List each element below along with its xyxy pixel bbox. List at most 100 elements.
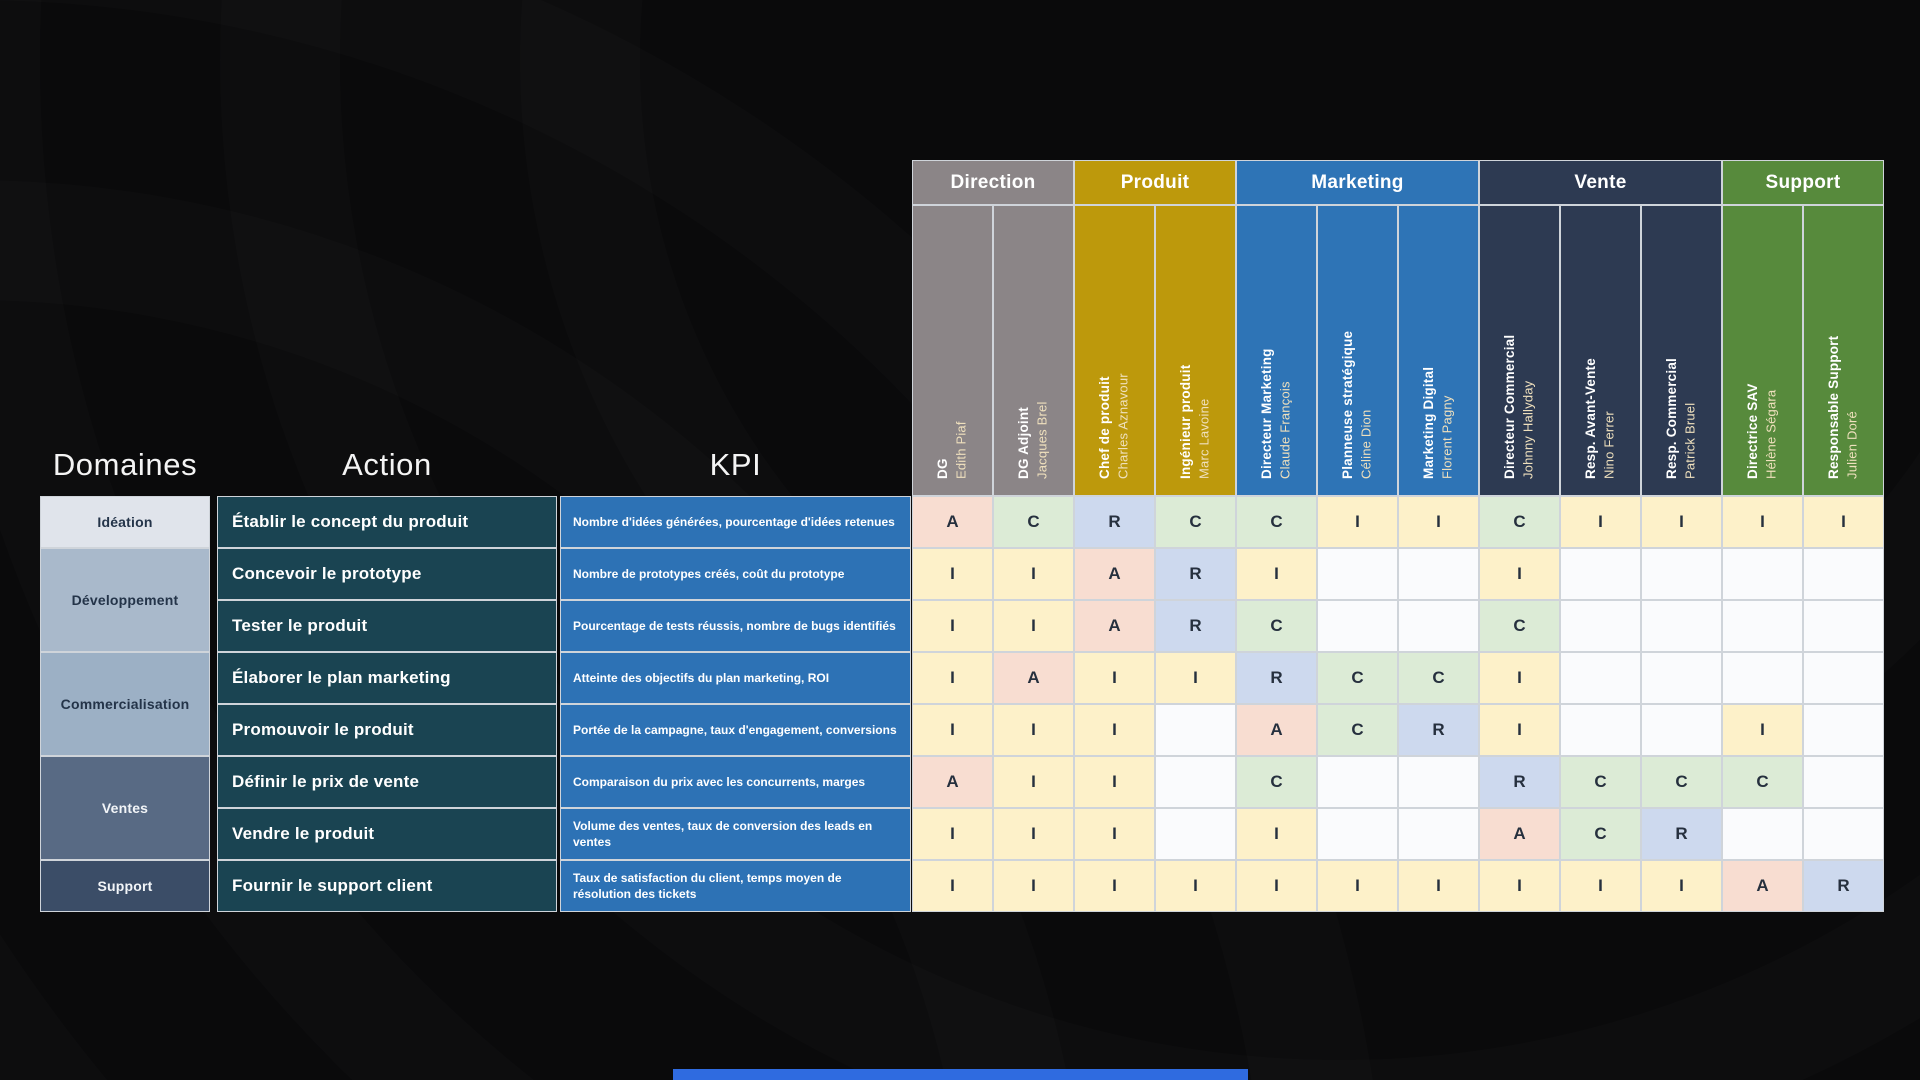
raci-cell-r2-c6 [1317,548,1398,600]
raci-cell-r5-c11: I [1722,704,1803,756]
role-column-dg: DG Edith Piaf [912,205,993,496]
role-person-name: Hélène Ségara [1763,389,1779,479]
raci-cell-r5-c8: I [1479,704,1560,756]
group-header-support: Support [1722,160,1884,205]
role-person-name: Patrick Bruel [1682,402,1698,479]
role-person-name: Johnny Hallyday [1520,380,1536,479]
role-title: Planneuse stratégique [1340,330,1356,479]
raci-cell-r7-c2: I [993,808,1074,860]
raci-cell-r5-c10 [1641,704,1722,756]
role-person-name: Marc Lavoine [1196,398,1212,479]
raci-cell-r7-c5: I [1236,808,1317,860]
raci-cell-r3-c1: I [912,600,993,652]
raci-cell-r1-c2: C [993,496,1074,548]
raci-cell-r1-c4: C [1155,496,1236,548]
raci-cell-r4-c10 [1641,652,1722,704]
raci-cell-r6-c5: C [1236,756,1317,808]
raci-cell-r1-c12: I [1803,496,1884,548]
raci-cell-r2-c9 [1560,548,1641,600]
raci-cell-r2-c12 [1803,548,1884,600]
role-title: Resp. Commercial [1664,358,1680,479]
raci-cell-r5-c1: I [912,704,993,756]
raci-cell-r4-c3: I [1074,652,1155,704]
role-vertical-text: Resp. Avant-Vente Nino Ferrer [1581,206,1619,495]
raci-cell-r8-c9: I [1560,860,1641,912]
raci-cell-r3-c7 [1398,600,1479,652]
column-label-kpi: KPI [709,447,762,482]
action-cell: Tester le produit [217,600,557,652]
column-label-action: Action [342,447,432,482]
role-person-name: Charles Aznavour [1115,373,1131,479]
domain-cell-ventes: Ventes [40,756,210,860]
action-cell: Fournir le support client [217,860,557,912]
raci-cell-r8-c10: I [1641,860,1722,912]
raci-cell-r2-c5: I [1236,548,1317,600]
raci-cell-r5-c3: I [1074,704,1155,756]
role-vertical-text: Directrice SAV Hélène Ségara [1743,206,1781,495]
raci-cell-r2-c7 [1398,548,1479,600]
action-cell: Élaborer le plan marketing [217,652,557,704]
raci-cell-r3-c9 [1560,600,1641,652]
role-title: Directeur Commercial [1502,334,1518,479]
raci-cell-r6-c1: A [912,756,993,808]
raci-cell-r6-c3: I [1074,756,1155,808]
role-column-planneuse-strategique: Planneuse stratégique Céline Dion [1317,205,1398,496]
role-title: DG [935,458,951,479]
raci-cell-r1-c1: A [912,496,993,548]
role-column-directeur-marketing: Directeur Marketing Claude François [1236,205,1317,496]
kpi-cell: Pourcentage de tests réussis, nombre de … [560,600,911,652]
role-column-directeur-commercial: Directeur Commercial Johnny Hallyday [1479,205,1560,496]
kpi-cell: Volume des ventes, taux de conversion de… [560,808,911,860]
action-cell: Vendre le produit [217,808,557,860]
domain-cell-support: Support [40,860,210,912]
role-column-marketing-digital: Marketing Digital Florent Pagny [1398,205,1479,496]
role-title: Ingénieur produit [1178,364,1194,479]
raci-cell-r4-c8: I [1479,652,1560,704]
raci-cell-r3-c11 [1722,600,1803,652]
raci-cell-r3-c5: C [1236,600,1317,652]
raci-cell-r8-c4: I [1155,860,1236,912]
raci-cell-r2-c11 [1722,548,1803,600]
raci-cell-r1-c10: I [1641,496,1722,548]
raci-cell-r4-c4: I [1155,652,1236,704]
raci-cell-r1-c3: R [1074,496,1155,548]
raci-cell-r7-c9: C [1560,808,1641,860]
raci-cell-r3-c10 [1641,600,1722,652]
kpi-cell: Atteinte des objectifs du plan marketing… [560,652,911,704]
raci-cell-r8-c3: I [1074,860,1155,912]
raci-cell-r8-c11: A [1722,860,1803,912]
role-column-resp-commercial: Resp. Commercial Patrick Bruel [1641,205,1722,496]
action-cell: Établir le concept du produit [217,496,557,548]
role-title: Resp. Avant-Vente [1583,358,1599,479]
raci-cell-r4-c9 [1560,652,1641,704]
role-column-chef-de-produit: Chef de produit Charles Aznavour [1074,205,1155,496]
raci-cell-r8-c2: I [993,860,1074,912]
raci-cell-r3-c6 [1317,600,1398,652]
role-vertical-text: Directeur Commercial Johnny Hallyday [1500,206,1538,495]
raci-cell-r7-c10: R [1641,808,1722,860]
raci-cell-r3-c2: I [993,600,1074,652]
raci-cell-r4-c2: A [993,652,1074,704]
role-vertical-text: Resp. Commercial Patrick Bruel [1662,206,1700,495]
role-vertical-text: Directeur Marketing Claude François [1257,206,1295,495]
raci-cell-r7-c3: I [1074,808,1155,860]
raci-cell-r4-c1: I [912,652,993,704]
role-title: Directrice SAV [1745,383,1761,479]
column-label-domaines: Domaines [52,447,198,482]
role-vertical-text: DG Edith Piaf [933,206,971,495]
raci-cell-r7-c6 [1317,808,1398,860]
raci-cell-r8-c5: I [1236,860,1317,912]
raci-cell-r5-c5: A [1236,704,1317,756]
raci-cell-r2-c4: R [1155,548,1236,600]
raci-cell-r2-c2: I [993,548,1074,600]
role-column-resp-avant-vente: Resp. Avant-Vente Nino Ferrer [1560,205,1641,496]
raci-cell-r5-c6: C [1317,704,1398,756]
role-column-ingenieur-produit: Ingénieur produit Marc Lavoine [1155,205,1236,496]
group-header-direction: Direction [912,160,1074,205]
raci-cell-r6-c7 [1398,756,1479,808]
raci-cell-r1-c6: I [1317,496,1398,548]
raci-cell-r3-c4: R [1155,600,1236,652]
role-vertical-text: DG Adjoint Jacques Brel [1014,206,1052,495]
raci-cell-r4-c11 [1722,652,1803,704]
raci-cell-r8-c12: R [1803,860,1884,912]
